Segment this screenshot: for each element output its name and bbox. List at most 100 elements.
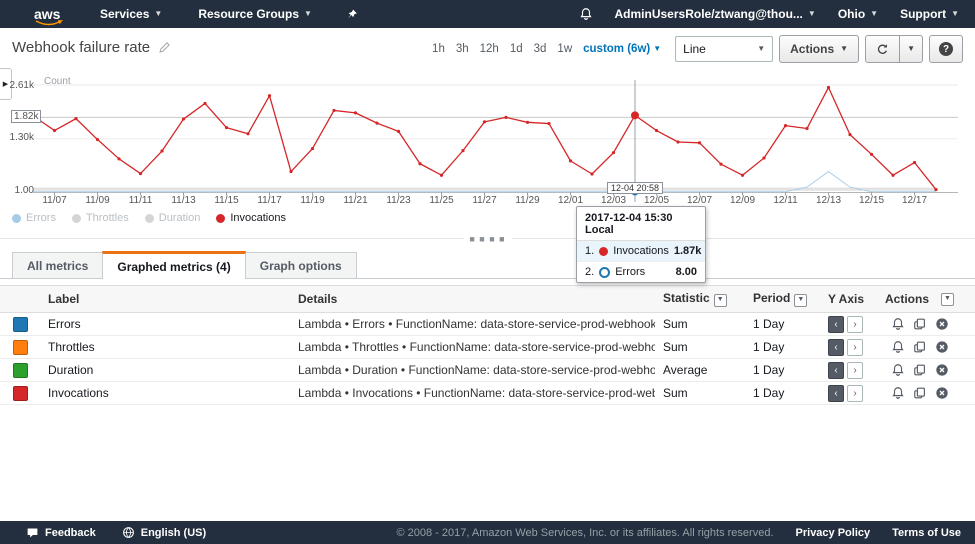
refresh-button[interactable]	[865, 35, 900, 63]
time-range-selector: 1h 3h 12h 1d 3d 1w custom (6w)▼	[432, 43, 661, 55]
remove-metric-icon[interactable]	[935, 386, 949, 400]
nav-right-cluster: AdminUsersRole/ztwang@thou...▼ Ohio▼ Sup…	[579, 7, 959, 21]
x-axis-label: 12/03	[594, 195, 634, 206]
duplicate-copy-icon[interactable]	[913, 386, 927, 400]
metric-statistic[interactable]: Sum	[655, 317, 745, 331]
chevron-down-icon: ▼	[757, 45, 765, 53]
x-axis-label: 12/13	[809, 195, 849, 206]
column-filter-icon[interactable]: ▼	[714, 294, 727, 307]
nav-resource-groups[interactable]: Resource Groups▼	[198, 7, 312, 21]
y-axis-right-button[interactable]: ›	[847, 362, 863, 379]
series-dot-icon	[599, 247, 608, 256]
legend-dot	[12, 214, 21, 223]
graph-title-text: Webhook failure rate	[12, 39, 150, 56]
y-axis-left-button[interactable]: ‹	[828, 362, 844, 379]
column-filter-icon[interactable]: ▼	[941, 293, 954, 306]
privacy-policy-link[interactable]: Privacy Policy	[796, 527, 871, 539]
column-filter-icon[interactable]: ▼	[794, 294, 807, 307]
edit-pencil-icon[interactable]	[158, 41, 172, 55]
actions-button[interactable]: Actions▼	[779, 35, 859, 63]
column-header-details: Details	[290, 292, 655, 306]
metric-label[interactable]: Errors	[40, 317, 290, 331]
tooltip-row-invocations: 1. Invocations 1.87k	[577, 241, 705, 262]
table-header-row: Label Details Statistic▼ Period▼ Y Axis …	[0, 285, 975, 313]
nav-account-menu[interactable]: AdminUsersRole/ztwang@thou...▼	[615, 7, 816, 21]
metric-label[interactable]: Duration	[40, 363, 290, 377]
range-3h[interactable]: 3h	[456, 43, 469, 55]
feedback-button[interactable]: Feedback	[26, 526, 96, 539]
nav-support-menu[interactable]: Support▼	[900, 7, 959, 21]
range-1w[interactable]: 1w	[557, 43, 572, 55]
x-axis-label: 11/11	[121, 195, 161, 206]
metric-chart[interactable]: ▶ Count 2.61k 1.82k 1.30k 1.00 12-04 20:…	[0, 66, 975, 240]
x-axis-label: 11/25	[422, 195, 462, 206]
y-axis-right-button[interactable]: ›	[847, 316, 863, 333]
legend-item-invocations[interactable]: Invocations	[216, 212, 286, 224]
metric-color-checkbox[interactable]	[13, 317, 28, 332]
duplicate-copy-icon[interactable]	[913, 340, 927, 354]
nav-region-menu[interactable]: Ohio▼	[838, 7, 878, 21]
range-12h[interactable]: 12h	[480, 43, 499, 55]
legend-item-duration[interactable]: Duration	[145, 212, 201, 224]
refresh-icon	[876, 43, 889, 56]
duplicate-copy-icon[interactable]	[913, 317, 927, 331]
legend-item-errors[interactable]: Errors	[12, 212, 56, 224]
y-axis-left-button[interactable]: ‹	[828, 385, 844, 402]
chevron-down-icon: ▼	[304, 10, 312, 18]
x-axis-label: 12/17	[895, 195, 935, 206]
range-custom[interactable]: custom (6w)▼	[583, 43, 661, 55]
help-button[interactable]: ?	[929, 35, 963, 63]
metric-details: Lambda • Duration • FunctionName: data-s…	[290, 363, 655, 377]
metric-label[interactable]: Invocations	[40, 386, 290, 400]
metric-period[interactable]: 1 Day	[745, 317, 820, 331]
resize-drag-handle[interactable]: ■ ■ ■ ■	[463, 234, 511, 244]
y-axis-left-button[interactable]: ‹	[828, 339, 844, 356]
table-row-duration: Duration Lambda • Duration • FunctionNam…	[0, 359, 975, 382]
legend-item-throttles[interactable]: Throttles	[72, 212, 129, 224]
metric-statistic[interactable]: Sum	[655, 386, 745, 400]
create-alarm-bell-icon[interactable]	[891, 386, 905, 400]
nav-services[interactable]: Services▼	[100, 7, 162, 21]
metric-color-checkbox[interactable]	[13, 386, 28, 401]
tab-graph-options[interactable]: Graph options	[245, 252, 357, 278]
remove-metric-icon[interactable]	[935, 317, 949, 331]
metric-period[interactable]: 1 Day	[745, 386, 820, 400]
create-alarm-bell-icon[interactable]	[891, 317, 905, 331]
chevron-down-icon: ▼	[653, 45, 661, 53]
create-alarm-bell-icon[interactable]	[891, 340, 905, 354]
chevron-down-icon: ▼	[154, 10, 162, 18]
create-alarm-bell-icon[interactable]	[891, 363, 905, 377]
pin-icon[interactable]	[346, 8, 358, 21]
range-1d[interactable]: 1d	[510, 43, 523, 55]
notifications-bell-icon[interactable]	[579, 7, 593, 21]
metric-color-checkbox[interactable]	[13, 363, 28, 378]
refresh-options-button[interactable]: ▼	[900, 35, 923, 63]
y-axis-right-button[interactable]: ›	[847, 385, 863, 402]
duplicate-copy-icon[interactable]	[913, 363, 927, 377]
chart-type-select[interactable]: Line▼	[675, 36, 773, 62]
metric-period[interactable]: 1 Day	[745, 340, 820, 354]
tab-graphed-metrics[interactable]: Graphed metrics (4)	[102, 251, 245, 279]
panel-divider: ■ ■ ■ ■	[0, 238, 975, 239]
column-header-period: Period▼	[745, 291, 820, 307]
chart-legend: Errors Throttles Duration Invocations	[12, 212, 286, 224]
range-1h[interactable]: 1h	[432, 43, 445, 55]
remove-metric-icon[interactable]	[935, 363, 949, 377]
metric-statistic[interactable]: Sum	[655, 340, 745, 354]
metric-details: Lambda • Invocations • FunctionName: dat…	[290, 386, 655, 400]
y-axis-left-button[interactable]: ‹	[828, 316, 844, 333]
aws-logo[interactable]: aws	[34, 7, 64, 21]
metric-label[interactable]: Throttles	[40, 340, 290, 354]
range-3d[interactable]: 3d	[534, 43, 547, 55]
remove-metric-icon[interactable]	[935, 340, 949, 354]
terms-of-use-link[interactable]: Terms of Use	[892, 527, 961, 539]
y-axis-right-button[interactable]: ›	[847, 339, 863, 356]
x-axis-label: 11/21	[336, 195, 376, 206]
language-selector[interactable]: English (US)	[122, 526, 206, 539]
footer-right: © 2008 - 2017, Amazon Web Services, Inc.…	[397, 527, 961, 539]
metric-statistic[interactable]: Average	[655, 363, 745, 377]
tab-all-metrics[interactable]: All metrics	[12, 252, 103, 278]
metric-color-checkbox[interactable]	[13, 340, 28, 355]
metric-period[interactable]: 1 Day	[745, 363, 820, 377]
y-tick-label: 1.30k	[0, 132, 34, 143]
